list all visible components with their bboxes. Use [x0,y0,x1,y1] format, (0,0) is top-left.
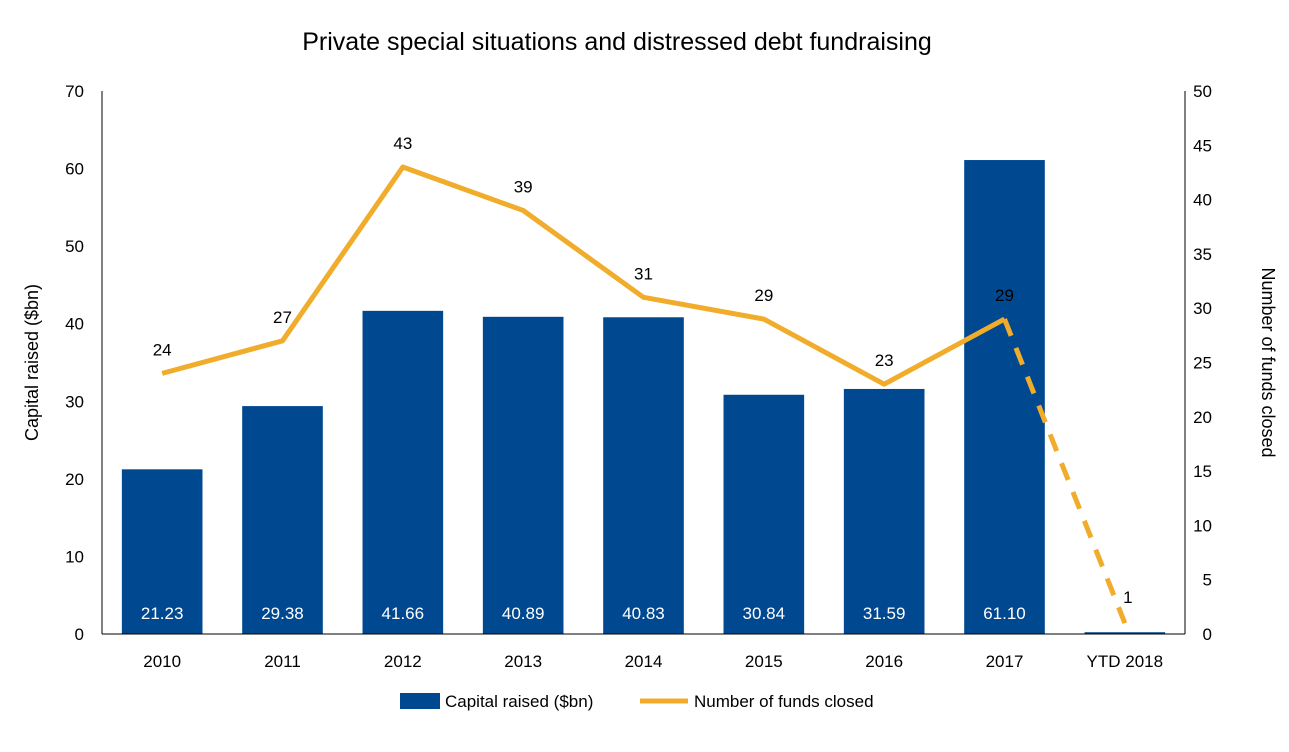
bar-value-label: 31.59 [863,604,906,623]
line-value-label: 29 [995,286,1014,305]
bar [1084,632,1166,634]
line-value-label: 27 [273,308,292,327]
x-tick-label: 2011 [264,652,301,671]
bar-value-label: 29.38 [261,604,304,623]
x-tick-label: 2014 [625,652,663,671]
right-tick-label: 40 [1193,191,1212,210]
bar [603,317,684,634]
x-axis-ticks: 2010 2011 2012 2013 2014 2015 2016 2017 YTD 2018 [143,652,1163,671]
bar-value-label: 30.84 [743,604,786,623]
bar-value-label: 21.23 [141,604,184,623]
right-tick-label: 15 [1193,462,1212,481]
line-series: 24 27 43 39 31 29 23 29 1 [153,134,1133,625]
bar [723,394,805,634]
line-value-label: 39 [514,177,533,196]
left-tick-label: 10 [65,547,84,566]
x-tick-label: 2015 [745,652,783,671]
left-tick-label: 30 [65,392,84,411]
bar [362,310,444,634]
bar-value-label: 40.83 [622,604,665,623]
left-tick-label: 50 [65,237,84,256]
right-tick-label: 25 [1193,354,1212,373]
right-tick-label: 20 [1193,408,1212,427]
x-tick-label: 2010 [143,652,181,671]
bar [121,469,203,634]
x-tick-label: 2016 [865,652,903,671]
chart-title: Private special situations and distresse… [302,28,932,56]
line-value-label: 23 [875,351,894,370]
x-tick-label: 2013 [504,652,542,671]
left-tick-label: 0 [75,625,84,644]
bar [242,406,323,634]
right-tick-label: 45 [1193,136,1212,155]
axes [101,91,1186,635]
x-tick-label: YTD 2018 [1087,652,1164,671]
bar-value-label: 40.89 [502,604,545,623]
right-axis-title: Number of funds closed [1258,267,1278,457]
bar [964,160,1045,634]
x-tick-label: 2012 [384,652,422,671]
line-path [161,164,1006,387]
left-tick-label: 40 [65,315,84,334]
right-tick-label: 50 [1193,82,1212,101]
bar-series: 21.23 29.38 41.66 40.89 40.83 30.84 31.59 61.10… [121,160,1166,634]
bar-value-label: 61.10 [983,604,1026,623]
line-value-label: 29 [754,286,773,305]
line-value-label: 31 [634,264,653,283]
right-tick-label: 5 [1203,571,1212,590]
left-tick-label: 60 [65,160,84,179]
right-tick-label: 10 [1193,516,1212,535]
legend-swatch-capital [400,693,440,709]
legend-label-capital: Capital raised ($bn) [445,692,593,711]
left-tick-label: 20 [65,470,84,489]
x-tick-label: 2017 [986,652,1024,671]
left-tick-label: 70 [65,82,84,101]
right-tick-label: 30 [1193,299,1212,318]
legend-label-funds: Number of funds closed [694,692,874,711]
line-value-label: 24 [153,340,172,359]
right-tick-label: 0 [1203,625,1212,644]
line-value-label: 1 [1123,588,1132,607]
right-axis-ticks: 0 5 10 15 20 25 30 35 40 45 50 [1193,82,1212,644]
line-path-dashed [1002,318,1128,625]
bar [843,388,925,634]
right-tick-label: 35 [1193,245,1212,264]
bar-value-label: 41.66 [382,604,425,623]
left-axis-title: Capital raised ($bn) [22,284,42,441]
bar [482,316,564,634]
left-axis-ticks: 0 10 20 30 40 50 60 70 [65,82,84,644]
legend: Capital raised ($bn) Number of funds clo… [400,692,874,711]
line-value-label: 43 [393,134,412,153]
